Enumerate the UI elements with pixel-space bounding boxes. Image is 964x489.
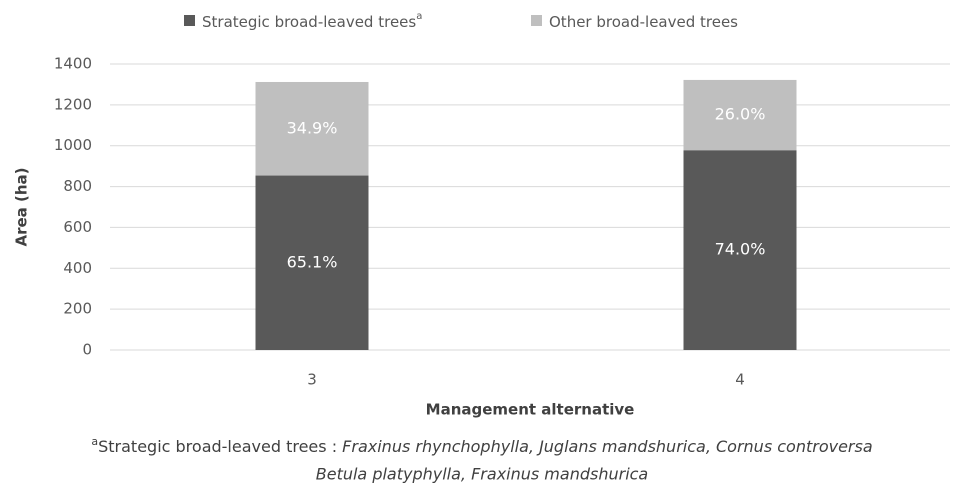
y-tick-label: 800 (63, 177, 92, 195)
footnote-marker: a (91, 435, 98, 448)
legend-swatch (184, 15, 195, 26)
footnote-species: Fraxinus rhynchophylla, Juglans mandshur… (342, 437, 872, 456)
y-axis-label: Area (ha) (13, 167, 31, 246)
y-tick-label: 1000 (54, 136, 92, 154)
data-label: 26.0% (715, 105, 766, 124)
y-tick-label: 1200 (54, 95, 92, 113)
bar-segment (255, 81, 369, 176)
y-tick-label: 600 (63, 218, 92, 236)
footnote-line1: aStrategic broad-leaved trees : Fraxinus… (91, 435, 872, 456)
x-axis-label: Management alternative (426, 401, 635, 419)
bar-segment (683, 150, 797, 350)
data-label: 65.1% (287, 252, 338, 271)
bar-segment (683, 79, 797, 151)
legend-text: Strategic broad-leaved trees (202, 13, 416, 31)
legend-text: Other broad-leaved trees (549, 13, 738, 31)
footnote-line2: Betula platyphylla, Fraxinus mandshurica (316, 465, 648, 484)
y-tick-label: 400 (63, 259, 92, 277)
bar-segment (255, 175, 369, 350)
x-tick-label: 4 (735, 371, 745, 389)
legend-swatch (531, 15, 542, 26)
x-tick-label: 3 (307, 371, 317, 389)
footnote-lead: Strategic broad-leaved trees : (98, 437, 342, 456)
legend-label: Strategic broad-leaved treesa (202, 11, 422, 31)
data-label: 34.9% (287, 118, 338, 137)
y-tick-label: 1400 (54, 55, 92, 73)
y-tick-label: 0 (82, 341, 92, 359)
legend-marker: a (416, 11, 422, 22)
legend-label: Other broad-leaved trees (549, 13, 738, 31)
data-label: 74.0% (715, 240, 766, 259)
y-tick-label: 200 (63, 300, 92, 318)
